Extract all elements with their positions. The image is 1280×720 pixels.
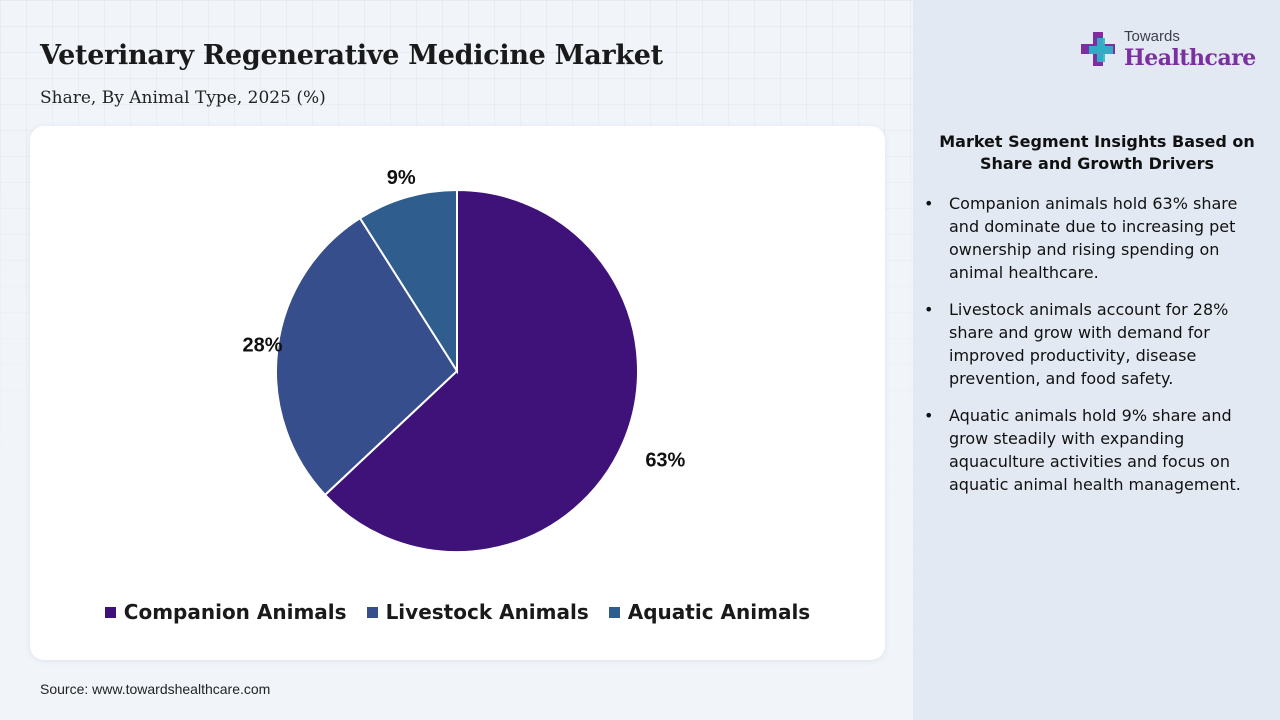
pie-chart: 63% 28% 9%: [243, 167, 686, 553]
insight-text: Aquatic animals hold 9% share and grow s…: [949, 406, 1241, 494]
chart-legend: Companion Animals Livestock Animals Aquati…: [30, 600, 885, 624]
pie-slice-companion-animals: [323, 188, 639, 553]
legend-swatch: [608, 606, 620, 618]
legend-item: Livestock Animals: [366, 600, 589, 624]
legend-item: Companion Animals: [104, 600, 347, 624]
insight-item: • Aquatic animals hold 9% share and grow …: [922, 404, 1267, 496]
pie-data-label: 28%: [243, 335, 283, 357]
legend-item: Aquatic Animals: [608, 600, 811, 624]
insights-title: Market Segment Insights Based on Share a…: [939, 132, 1255, 173]
chart-card: 63% 28% 9% Companion Animals Livestock Anim…: [30, 126, 885, 660]
legend-swatch: [366, 606, 378, 618]
page-subtitle: Share, By Animal Type, 2025 (%): [40, 88, 326, 108]
brand-logo: Towards Healthcare: [1080, 28, 1260, 78]
insight-item: • Companion animals hold 63% share and do…: [922, 192, 1267, 284]
bullet-icon: •: [924, 406, 934, 425]
insight-text: Companion animals hold 63% share and dom…: [949, 194, 1238, 282]
pie-data-label: 9%: [387, 167, 416, 189]
legend-label: Livestock Animals: [385, 600, 589, 624]
page-title: Veterinary Regenerative Medicine Market: [40, 40, 663, 71]
logo-text-top: Towards: [1124, 28, 1180, 45]
medical-cross-icon: [1081, 32, 1115, 66]
source-note: Source: www.towardshealthcare.com: [40, 681, 271, 697]
bullet-icon: •: [924, 300, 934, 319]
pie-slice-aquatic-animals: [358, 188, 458, 375]
insight-item: • Livestock animals account for 28% share…: [922, 298, 1267, 390]
bullet-icon: •: [924, 194, 934, 213]
legend-label: Aquatic Animals: [627, 600, 811, 624]
insights-list: • Companion animals hold 63% share and do…: [922, 192, 1267, 510]
legend-swatch: [104, 606, 116, 618]
legend-label: Companion Animals: [123, 600, 347, 624]
pie-slice-livestock-animals: [275, 216, 459, 497]
pie-data-label: 63%: [645, 449, 685, 471]
insight-text: Livestock animals account for 28% share …: [949, 300, 1229, 388]
logo-text-bottom: Healthcare: [1124, 45, 1256, 71]
insights-panel: [913, 0, 1280, 720]
